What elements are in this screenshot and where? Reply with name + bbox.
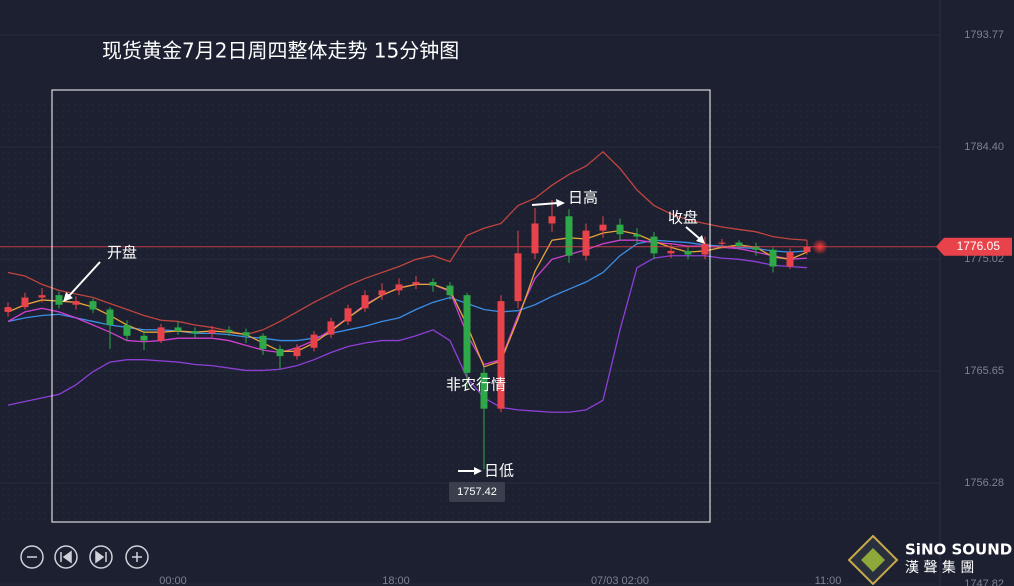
indicator-line (7, 229, 808, 368)
candle-body (140, 335, 148, 341)
candle-body (293, 347, 301, 357)
candle-body (259, 335, 267, 349)
candle-body (327, 321, 335, 335)
candle-body (514, 253, 522, 302)
x-tick-label: 18:00 (382, 575, 410, 586)
current-price-glow (812, 238, 828, 255)
price-tag-label: 1776.05 (957, 239, 1001, 253)
candle-body (242, 332, 250, 336)
y-tick-label: 1747.82 (964, 578, 1004, 586)
annotation: 收盘 (668, 209, 698, 227)
arrow-head (556, 199, 565, 207)
candle-body (208, 329, 216, 334)
candle-body (174, 327, 182, 332)
candle-body (752, 246, 760, 250)
candle-body (667, 250, 675, 254)
indicator-line (7, 150, 808, 336)
candle-body (429, 282, 437, 286)
candle-body (21, 297, 29, 308)
annotation: 日低 (484, 462, 514, 480)
candle-body (548, 216, 556, 224)
candle-body (191, 331, 199, 334)
candle-body (684, 250, 692, 255)
y-tick-label: 1775.02 (964, 253, 1004, 265)
candle-body (599, 224, 607, 231)
chart-title: 现货黄金7月2日周四整体走势 15分钟图 (102, 39, 459, 63)
arrow (685, 226, 701, 240)
y-tick-label: 1793.77 (964, 29, 1004, 41)
candle-body (361, 295, 369, 309)
candle-body (310, 334, 318, 348)
candle-body (769, 249, 777, 267)
candle-body (616, 224, 624, 235)
candle-body (582, 230, 590, 256)
brand-name: SiNO SOUND (905, 541, 1012, 559)
candle-body (718, 242, 726, 244)
annotation: 开盘 (107, 244, 137, 262)
low-price-box (449, 482, 505, 502)
candle-body (72, 301, 80, 305)
y-tick-label: 1765.65 (964, 365, 1004, 377)
x-tick-label: 07/03 02:00 (591, 575, 649, 586)
arrow-head (474, 467, 482, 475)
low-price-label: 1757.42 (457, 486, 497, 498)
candle-body (446, 285, 454, 296)
highlight-frame (51, 89, 711, 523)
candle-body (412, 282, 420, 285)
arrow-head (63, 292, 73, 302)
first-button[interactable] (54, 545, 78, 569)
candle-body (786, 252, 794, 267)
zoom-controls (20, 545, 149, 569)
candle-body (701, 243, 709, 255)
arrow-head (696, 235, 705, 244)
annotation: 日高 (568, 189, 598, 207)
candle-body (157, 327, 165, 341)
candle-body (89, 301, 97, 310)
brand-subtitle: 漢 聲 集 團 (905, 559, 974, 576)
logo: SiNO SOUND 漢 聲 集 團 (847, 534, 1012, 586)
candle-body (344, 308, 352, 322)
candle-body (55, 295, 63, 305)
candle-body (106, 309, 114, 326)
candle-body (123, 325, 131, 336)
candle-body (480, 372, 488, 409)
arrow (67, 261, 101, 298)
indicator-line (7, 255, 808, 413)
candle-body (225, 329, 233, 333)
zoom-in-button[interactable] (125, 545, 149, 569)
candle-body (395, 284, 403, 291)
last-button[interactable] (89, 545, 113, 569)
candle-body (735, 242, 743, 247)
candle-body (463, 295, 471, 373)
candle-body (565, 216, 573, 256)
candle-body (531, 223, 539, 254)
candle-body (497, 301, 505, 409)
x-tick-label: 11:00 (815, 575, 842, 586)
candle-body (38, 295, 46, 298)
candle-body (650, 236, 658, 254)
x-tick-label: 00:00 (159, 575, 187, 586)
candle-body (4, 307, 12, 312)
candle-body (633, 234, 641, 237)
annotation: 非农行情 (446, 376, 506, 394)
y-tick-label: 1756.28 (964, 477, 1004, 489)
price-tag (936, 237, 1012, 256)
indicator-line (7, 239, 808, 342)
candle-body (276, 348, 284, 357)
candle-body (803, 246, 811, 253)
arrow (531, 202, 559, 206)
y-tick-label: 1784.40 (964, 141, 1004, 153)
candle-body (378, 290, 386, 296)
zoom-out-button[interactable] (20, 545, 44, 569)
